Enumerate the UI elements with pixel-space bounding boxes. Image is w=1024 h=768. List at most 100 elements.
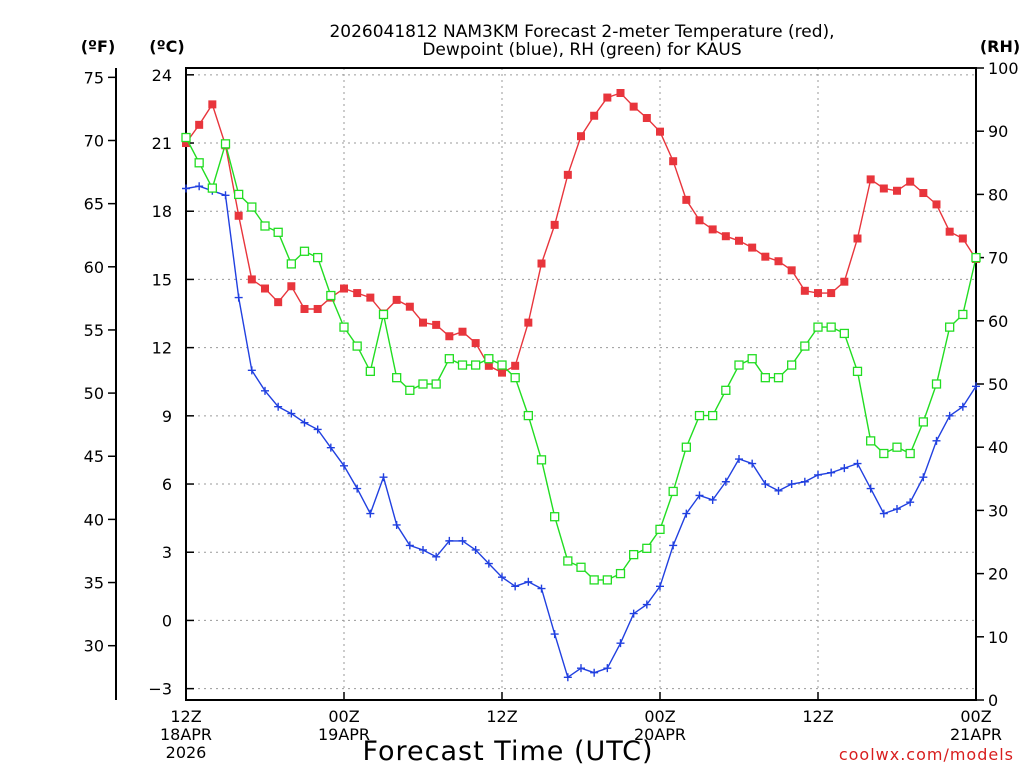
rh-point (392, 373, 402, 383)
fahrenheit-tick-label: 45 (84, 447, 104, 466)
dewpoint-point (721, 477, 730, 486)
rh-point (734, 360, 744, 370)
dewpoint-point (590, 668, 599, 677)
dewpoint-point (182, 184, 190, 193)
rh-point (339, 322, 349, 332)
rh-tick-label: 90 (988, 122, 1008, 141)
temperature-point (511, 361, 520, 370)
temperature-point (208, 100, 217, 109)
dewpoint-point (906, 498, 915, 507)
x-tick-label: 00Z (960, 707, 991, 726)
series-layer (181, 89, 981, 682)
series-rh (181, 132, 981, 585)
rh-point (958, 309, 968, 320)
rh-tick-label: 10 (988, 628, 1008, 647)
x-tick-label: 2026 (166, 743, 207, 762)
temperature-point (906, 177, 915, 186)
fahrenheit-axis-unit: (ºF) (81, 37, 116, 56)
x-tick-label: 12Z (486, 707, 517, 726)
dewpoint-point (405, 541, 414, 550)
rh-point (747, 354, 757, 364)
rh-point (721, 385, 731, 395)
rh-point (418, 379, 428, 389)
dewpoint-point (247, 366, 256, 375)
dewpoint-point (511, 582, 520, 591)
temperature-point (234, 211, 243, 220)
dewpoint-point (958, 402, 967, 411)
dewpoint-point (735, 455, 743, 464)
rh-tick-label: 50 (988, 375, 1008, 394)
temperature-point (827, 289, 836, 298)
rh-point (365, 366, 375, 377)
rh-point (273, 227, 283, 237)
dewpoint-point (366, 509, 375, 518)
celsius-tick-label: 24 (152, 66, 172, 85)
dewpoint-point (458, 536, 467, 545)
temperature-point (261, 284, 269, 293)
dewpoint-point (866, 484, 875, 493)
rh-point (378, 309, 389, 320)
fahrenheit-tick-label: 30 (84, 637, 104, 656)
dewpoint-point (774, 486, 783, 495)
rh-point (234, 189, 244, 200)
rh-point (655, 524, 665, 535)
rh-point (629, 549, 639, 560)
temperature-point (340, 284, 348, 293)
dewpoint-point (603, 664, 612, 673)
temperature-point (787, 266, 796, 275)
temperature-point (353, 289, 362, 298)
rh-point (286, 259, 296, 269)
dewpoint-point (537, 584, 546, 593)
rh-point (708, 410, 718, 421)
rh-point (181, 132, 191, 143)
temperature-point (735, 236, 743, 245)
rh-point (760, 373, 770, 383)
temperature-point (182, 139, 190, 148)
rh-point (879, 448, 889, 459)
dewpoint-point (642, 600, 651, 609)
rh-point (971, 252, 981, 263)
dewpoint-point (234, 293, 243, 302)
rh-point (563, 556, 573, 566)
credit-text: coolwx.com/models (839, 745, 1014, 764)
temperature-point (958, 234, 967, 243)
dewpoint-point (550, 630, 559, 639)
temperature-point (656, 127, 664, 136)
dewpoint-point (471, 545, 480, 554)
temperature-point (458, 327, 467, 336)
rh-tick-label: 100 (988, 59, 1019, 78)
dewpoint-point (524, 577, 533, 586)
rh-point (681, 442, 691, 452)
rh-axis-unit: (RH) (980, 37, 1020, 56)
x-tick-label: 18APR (160, 725, 212, 744)
rh-point (694, 410, 705, 421)
temperature-point (748, 243, 757, 252)
rh-point (945, 322, 955, 332)
temperature-point (405, 302, 414, 311)
temperature-point (695, 216, 704, 225)
temperature-point (432, 320, 441, 329)
dewpoint-point (577, 664, 585, 673)
x-tick-label: 19APR (318, 725, 370, 744)
dewpoint-point (972, 382, 980, 391)
rh-point (813, 322, 823, 332)
celsius-tick-label: 15 (152, 270, 172, 289)
temperature-point (537, 259, 546, 268)
temperature-point (800, 286, 809, 295)
rh-point (220, 139, 231, 149)
temperature-point (866, 175, 875, 184)
temperature-point (195, 120, 204, 129)
rh-point (523, 410, 533, 421)
temperature-point (616, 89, 625, 98)
temperature-point (300, 304, 309, 313)
rh-line (185, 137, 977, 581)
rh-point (839, 328, 849, 339)
temperature-point (708, 225, 717, 234)
dewpoint-point (221, 191, 230, 200)
dewpoint-point (313, 425, 322, 434)
dewpoint-point (893, 505, 901, 514)
temperature-point (840, 277, 849, 286)
x-tick-label: 00Z (328, 707, 359, 726)
x-tick-label: 00Z (644, 707, 675, 726)
